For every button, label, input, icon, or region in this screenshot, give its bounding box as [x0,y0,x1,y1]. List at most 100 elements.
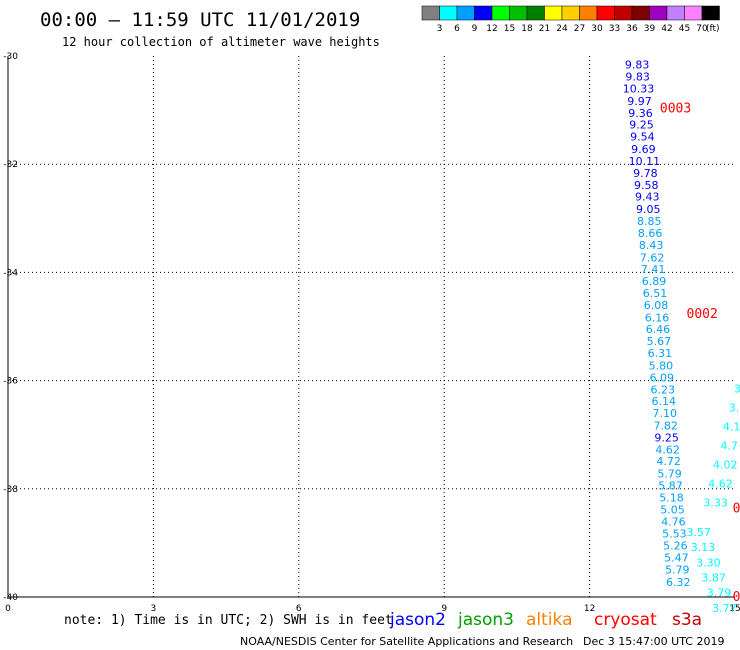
data-point-label: 9.78 [633,167,658,180]
satellite-legend-item: s3a [672,610,702,630]
y-tick-label: -30 [3,52,18,62]
data-point-label: 5.87 [658,480,683,493]
scale-swatch [579,5,598,21]
scale-tick-label: 15 [504,24,515,34]
satellite-legend: jason2 jason3 altika cryosat s3a [389,610,702,630]
data-point-label: 3 [734,383,740,396]
footer-credit: NOAA/NESDIS Center for Satellite Applica… [240,635,573,648]
scale-tick-label: 45 [679,24,690,34]
y-tick-label: -36 [3,377,18,387]
footer-timestamp: Dec 3 15:47:00 UTC 2019 [583,635,724,648]
scale-tick-label: 3 [437,24,443,34]
scale-tick-label: 70 [696,24,708,34]
data-point-label: 6.08 [644,299,669,312]
scale-swatch [421,5,440,21]
data-point-label: 7.10 [652,407,677,420]
track-id-label: 0003 [660,101,691,116]
footer-note: note: 1) Time is in UTC; 2) SWH is in fe… [64,613,393,628]
scale-tick-label: 12 [486,24,497,34]
scale-swatch [561,5,580,21]
satellite-legend-item: jason3 [457,610,514,630]
track-id-label: 0002 [687,307,718,322]
scale-swatch [474,5,493,21]
data-point-label: 9.43 [635,191,660,204]
data-point-label: 9.25 [654,431,679,444]
chart-subtitle: 12 hour collection of altimeter wave hei… [62,35,380,49]
data-point-label: 6.23 [651,383,676,396]
x-tick-label: 0 [5,604,11,614]
scale-swatch [509,5,528,21]
data-point-label: 6.14 [652,395,677,408]
x-tick-label: 15 [729,604,740,614]
data-point-label: 4.02 [713,458,738,471]
data-point-label: 9.36 [628,107,653,120]
track-labels: 0003 0002 0001 000 [660,101,740,605]
scale-swatch [456,5,475,21]
data-point-label: 6.89 [642,275,667,288]
scale-unit: (ft) [706,24,720,34]
scale-swatch [596,5,615,21]
data-point-label: 6.31 [648,347,673,360]
track-id-label: 000 [733,590,740,605]
satellite-legend-item: jason2 [389,610,446,630]
data-point-label: 3.79 [707,587,732,600]
scale-tick-label: 21 [539,24,550,34]
data-point-label: 6.32 [666,576,691,589]
data-point-label: 4.1 [723,421,740,434]
y-tick-label: -32 [3,160,18,170]
data-point-label: 6.16 [645,311,670,324]
scale-swatch [544,5,563,21]
data-point-label: 7.41 [641,263,666,276]
y-tick-label: -40 [3,593,18,603]
data-point-label: 5.79 [657,468,682,481]
data-point-label: 3.87 [701,572,726,585]
data-point-label: 6.09 [650,371,675,384]
scale-tick-label: 27 [574,24,585,34]
scale-tick-label: 30 [591,24,603,34]
data-point-label: 3.57 [686,526,711,539]
scale-tick-label: 18 [521,24,533,34]
scale-tick-label: 6 [454,24,460,34]
x-tick-label: 3 [151,604,157,614]
scale-swatch [649,5,668,21]
data-point-label: 5.53 [662,528,687,541]
data-point-label: 5.79 [665,563,690,576]
data-points: 9.839.8310.339.979.369.259.549.6910.119.… [623,59,740,615]
y-tick-label: -34 [3,268,18,278]
satellite-legend-item: cryosat [594,610,657,630]
data-point-label: 9.58 [634,179,659,192]
scale-swatch [439,5,458,21]
x-tick-label: 12 [584,604,595,614]
scale-swatch [614,5,633,21]
scale-tick-label: 9 [472,24,478,34]
data-point-label: 5.05 [660,503,685,516]
data-point-label: 5.18 [659,491,684,504]
data-point-label: 4.62 [708,477,733,490]
scale-tick-label: 39 [644,24,656,34]
data-point-label: 4.72 [656,455,681,468]
data-point-label: 5.67 [647,335,672,348]
scale-tick-label: 24 [556,24,568,34]
data-point-label: 5.80 [649,359,674,372]
data-point-label: 5.47 [664,552,689,565]
data-point-label: 9.25 [629,119,654,132]
scale-swatch [701,5,720,21]
data-point-label: 8.43 [639,239,664,252]
data-point-label: 3.13 [691,541,716,554]
plot-area [7,56,735,598]
y-tick-labels: -30 -32 -34 -36 -38 -40 [3,52,18,603]
data-point-label: 6.51 [643,287,668,300]
data-point-label: 9.97 [627,95,652,108]
scale-tick-label: 42 [661,24,672,34]
scale-swatch [526,5,545,21]
data-point-label: 3.77 [712,602,737,615]
data-point-label: 6.46 [646,323,671,336]
data-point-label: 10.11 [629,155,661,168]
x-tick-labels: 0 3 6 9 12 15 [5,604,740,614]
data-point-label: 8.85 [637,215,662,228]
track-id-label: 0001 [733,502,740,517]
x-tick-label: 9 [441,604,447,614]
scale-tick-label: 33 [609,24,620,34]
satellite-legend-item: altika [526,610,573,630]
data-point-label: 8.66 [638,227,663,240]
